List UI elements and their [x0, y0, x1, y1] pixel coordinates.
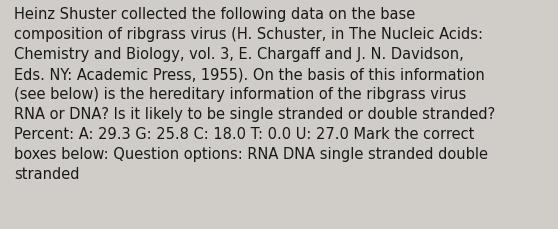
Text: Heinz Shuster collected the following data on the base
composition of ribgrass v: Heinz Shuster collected the following da… [14, 7, 495, 181]
